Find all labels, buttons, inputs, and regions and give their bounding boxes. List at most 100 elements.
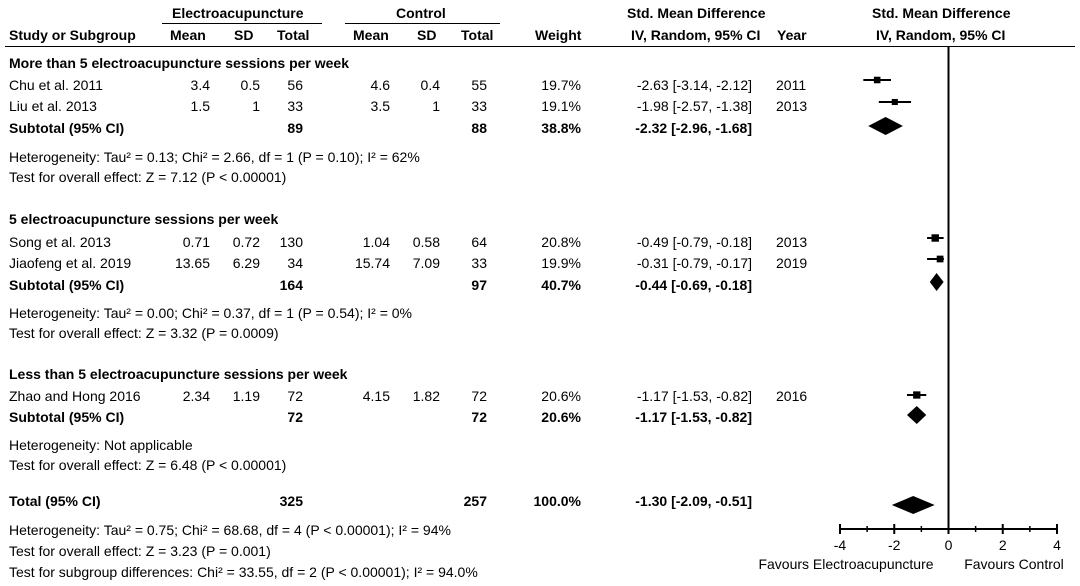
weight-col-header: Weight [535, 27, 582, 43]
pooled-diamond [891, 496, 935, 514]
mean1-cell: 2.34 [182, 388, 210, 404]
subtotal-ci: -2.32 [-2.96, -1.68] [635, 120, 752, 136]
total1-cell: 56 [287, 77, 303, 93]
group1-underline [162, 23, 322, 24]
total-total1: 325 [279, 493, 303, 509]
group1-header: Electroacupuncture [172, 5, 304, 21]
group2-underline [345, 23, 500, 24]
subgroup-title: 5 electroacupuncture sessions per week [9, 211, 279, 227]
sd2-cell: 1 [432, 98, 440, 114]
total-overall-effect-text: Test for overall effect: Z = 3.23 (P = 0… [9, 543, 271, 559]
total2-cell: 55 [471, 77, 487, 93]
overall-effect-text: Test for overall effect: Z = 6.48 (P < 0… [9, 457, 287, 473]
sd1-cell: 6.29 [232, 255, 260, 271]
ci-cell: -0.31 [-0.79, -0.17] [636, 255, 752, 271]
x-tick-label: -2 [888, 537, 901, 553]
overall-effect-text: Test for overall effect: Z = 3.32 (P = 0… [9, 325, 279, 341]
study-marker [891, 98, 898, 106]
subtotal-ci: -1.17 [-1.53, -0.82] [635, 409, 752, 425]
total2-cell: 64 [471, 234, 487, 250]
overall-effect-text: Test for overall effect: Z = 7.12 (P < 0… [9, 169, 287, 185]
subtotal-total2: 72 [471, 409, 487, 425]
pooled-diamond [906, 406, 927, 424]
study-marker [873, 76, 881, 84]
subgroup-title: More than 5 electroacupuncture sessions … [9, 55, 350, 71]
total1-col-header: Total [277, 27, 310, 43]
sd2-col-header: SD [417, 27, 437, 43]
sd1-cell: 1.19 [232, 388, 260, 404]
subtotal-total2: 88 [471, 120, 487, 136]
weight-cell: 19.9% [541, 255, 581, 271]
subgroup-title: Less than 5 electroacupuncture sessions … [9, 366, 348, 382]
mean1-cell: 13.65 [174, 255, 210, 271]
heterogeneity-text: Heterogeneity: Not applicable [9, 437, 193, 453]
study-name: Jiaofeng et al. 2019 [9, 255, 132, 271]
total-label: Total (95% CI) [9, 493, 101, 509]
mean1-cell: 1.5 [190, 98, 210, 114]
study-marker [936, 255, 944, 263]
subtotal-weight: 20.6% [541, 409, 581, 425]
mean2-cell: 3.5 [370, 98, 390, 114]
subgroup-differences-text: Test for subgroup differences: Chi² = 33… [9, 564, 478, 580]
mean2-col-header: Mean [353, 27, 389, 43]
mean1-cell: 0.71 [182, 234, 210, 250]
total2-col-header: Total [461, 27, 494, 43]
subtotal-total2: 97 [471, 277, 487, 293]
total2-cell: 72 [471, 388, 487, 404]
mean2-cell: 15.74 [354, 255, 390, 271]
total1-cell: 72 [287, 388, 303, 404]
study-name: Song et al. 2013 [9, 234, 111, 250]
subtotal-ci: -0.44 [-0.69, -0.18] [635, 277, 752, 293]
weight-cell: 20.8% [541, 234, 581, 250]
weight-cell: 19.7% [541, 77, 581, 93]
year-cell: 2013 [776, 234, 808, 250]
sd2-cell: 1.82 [412, 388, 440, 404]
study-marker [913, 391, 921, 399]
favours-left-label: Favours Electroacupuncture [758, 556, 933, 572]
total2-cell: 33 [471, 98, 487, 114]
subtotal-label: Subtotal (95% CI) [9, 409, 125, 425]
total1-cell: 130 [279, 234, 303, 250]
group2-header: Control [396, 5, 446, 21]
ci-cell: -1.17 [-1.53, -0.82] [636, 388, 752, 404]
mean1-col-header: Mean [170, 27, 206, 43]
subtotal-label: Subtotal (95% CI) [9, 120, 125, 136]
subtotal-total1: 164 [279, 277, 303, 293]
subtotal-label: Subtotal (95% CI) [9, 277, 125, 293]
heterogeneity-text: Heterogeneity: Tau² = 0.13; Chi² = 2.66,… [9, 149, 420, 165]
year-cell: 2019 [776, 255, 808, 271]
x-tick-label: 0 [945, 537, 953, 553]
year-cell: 2011 [776, 77, 807, 93]
year-col-header: Year [777, 27, 807, 43]
subtotal-weight: 40.7% [541, 277, 581, 293]
x-tick-label: 4 [1053, 537, 1061, 553]
subtotal-total1: 89 [287, 120, 303, 136]
ci-cell: -1.98 [-2.57, -1.38] [636, 98, 752, 114]
study-name: Chu et al. 2011 [9, 77, 103, 93]
total-ci: -1.30 [-2.09, -0.51] [635, 493, 752, 509]
plot-sub-header: IV, Random, 95% CI [876, 27, 1006, 43]
ci-cell: -2.63 [-3.14, -2.12] [636, 77, 752, 93]
sd1-cell: 1 [252, 98, 260, 114]
header-rule [5, 46, 1075, 47]
study-marker [931, 234, 939, 242]
smd-header: Std. Mean Difference [627, 5, 766, 21]
pooled-diamond [868, 117, 903, 135]
study-name: Liu et al. 2013 [9, 98, 97, 114]
mean2-cell: 1.04 [362, 234, 390, 250]
year-cell: 2013 [776, 98, 808, 114]
x-tick-label: -4 [834, 537, 847, 553]
x-tick-label: 2 [999, 537, 1007, 553]
mean2-cell: 4.6 [370, 77, 390, 93]
favours-right-label: Favours Control [964, 556, 1064, 572]
sd1-cell: 0.5 [240, 77, 260, 93]
year-cell: 2016 [776, 388, 808, 404]
mean2-cell: 4.15 [362, 388, 390, 404]
sd2-cell: 7.09 [412, 255, 440, 271]
plot-header: Std. Mean Difference [872, 5, 1011, 21]
study-name: Zhao and Hong 2016 [9, 388, 141, 404]
weight-cell: 19.1% [541, 98, 581, 114]
smd-sub-header: IV, Random, 95% CI [631, 27, 761, 43]
sd1-cell: 0.72 [232, 234, 260, 250]
